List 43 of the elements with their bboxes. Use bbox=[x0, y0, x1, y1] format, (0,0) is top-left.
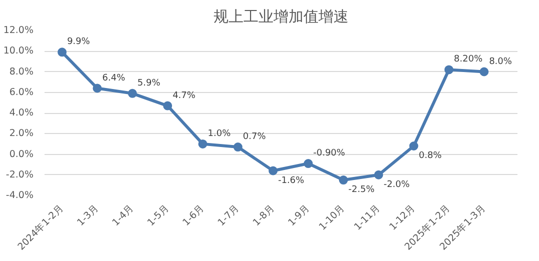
data-label: 4.7% bbox=[172, 90, 196, 101]
point bbox=[338, 176, 348, 185]
data-label: 8.0% bbox=[489, 56, 512, 67]
y-tick-label: 0.0% bbox=[9, 148, 34, 160]
x-tick-label: 1-4月 bbox=[110, 202, 136, 228]
y-tick-label: -4.0% bbox=[6, 190, 34, 201]
point bbox=[92, 84, 102, 93]
point bbox=[444, 65, 454, 74]
point bbox=[480, 67, 489, 76]
data-label: -2.0% bbox=[384, 180, 410, 190]
data-label: -2.5% bbox=[348, 185, 375, 196]
data-label: 1.0% bbox=[208, 128, 232, 139]
chart-title: 规上工业增加值增速 bbox=[214, 8, 348, 26]
y-tick-label: 6.0% bbox=[9, 86, 34, 98]
data-label: 0.8% bbox=[418, 151, 442, 161]
point bbox=[58, 48, 67, 57]
point bbox=[233, 142, 242, 152]
point bbox=[268, 166, 278, 176]
data-label: -1.6% bbox=[278, 176, 305, 186]
point bbox=[409, 142, 418, 150]
y-tick-label: 8.0% bbox=[9, 66, 34, 78]
y-tick-label: 10.0% bbox=[3, 46, 34, 57]
data-label: 9.9% bbox=[67, 37, 90, 48]
x-tick-label: 1-8月 bbox=[251, 202, 277, 228]
x-tick-label: 1-9月 bbox=[286, 202, 312, 228]
y-tick-label: 4.0% bbox=[9, 108, 34, 118]
point bbox=[374, 170, 384, 180]
point bbox=[163, 101, 172, 110]
x-tick-label: 1-3月 bbox=[75, 202, 102, 228]
x-tick-label: 1-7月 bbox=[216, 202, 242, 228]
data-label: 6.4% bbox=[102, 73, 126, 84]
point bbox=[198, 139, 208, 148]
x-tick-label: 1-5月 bbox=[146, 202, 172, 228]
data-label: 5.9% bbox=[137, 78, 161, 88]
y-tick-label: 2.0% bbox=[9, 128, 34, 140]
point bbox=[128, 88, 137, 98]
data-label: -0.90% bbox=[313, 148, 346, 159]
point bbox=[304, 159, 313, 168]
data-label: 0.7% bbox=[242, 132, 266, 142]
y-tick-label: 12.0% bbox=[3, 25, 34, 36]
x-tick-label: 1-6月 bbox=[180, 202, 207, 228]
data-label: 8.20% bbox=[454, 54, 483, 65]
y-tick-label: -2.0% bbox=[6, 169, 34, 180]
